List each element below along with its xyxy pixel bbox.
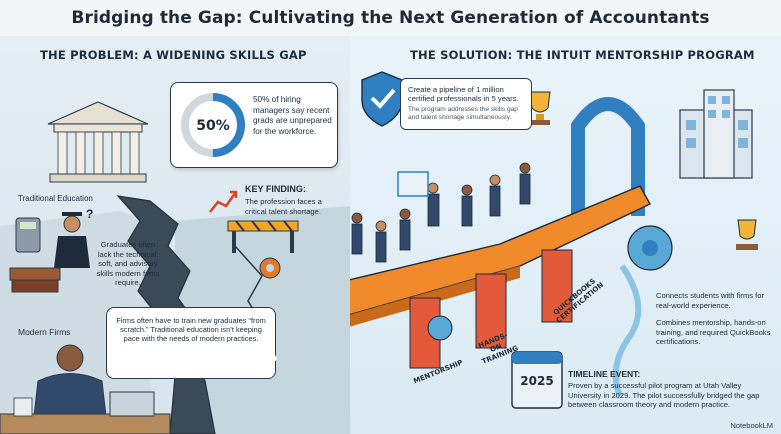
solution-illustration <box>350 71 758 409</box>
goal-sub: The program addresses the skills gap and… <box>408 106 518 122</box>
svg-text:?: ? <box>86 207 93 221</box>
problem-heading: THE PROBLEM: A WIDENING SKILLS GAP <box>40 48 307 62</box>
solution-heading: THE SOLUTION: THE INTUIT MENTORSHIP PROG… <box>410 48 755 62</box>
combines-note: Combines mentorship, hands-on training, … <box>656 318 771 347</box>
stat-text: 50% of hiring managers say recent grads … <box>253 95 332 136</box>
traditional-education-label: Traditional Education <box>18 194 93 203</box>
key-finding-text: The profession faces a critical talent s… <box>245 197 322 216</box>
attribution: NotebookLM <box>730 421 773 430</box>
key-finding-label: KEY FINDING: <box>245 184 306 194</box>
speech-bubble: Firms often have to train new graduates … <box>106 307 276 379</box>
help-wanted-sign: HELP WANTED <box>233 344 278 369</box>
timeline-label: TIMELINE EVENT: <box>568 369 641 379</box>
timeline-text: Proven by a successful pilot program at … <box>568 381 760 410</box>
donut-fill <box>181 93 245 157</box>
goal-card: Create a pipeline of 1 million certified… <box>400 78 532 130</box>
connects-note: Connects students with firms for real-wo… <box>656 291 765 310</box>
donut-chart: 50% <box>181 93 245 157</box>
title-bar: Bridging the Gap: Cultivating the Next G… <box>0 0 781 36</box>
traditional-education-note: Graduates often lack the technical, soft… <box>96 240 160 288</box>
calendar-year: 2025 <box>520 374 554 388</box>
speech-text: Firms often have to train new graduates … <box>116 316 266 344</box>
page-title: Bridging the Gap: Cultivating the Next G… <box>71 8 710 28</box>
modern-firms-label: Modern Firms <box>18 327 71 337</box>
goal-main: Create a pipeline of 1 million certified… <box>408 85 519 104</box>
stat-value: 50% <box>196 118 230 134</box>
stat-card: 50% 50% of hiring managers say recent gr… <box>170 82 338 168</box>
